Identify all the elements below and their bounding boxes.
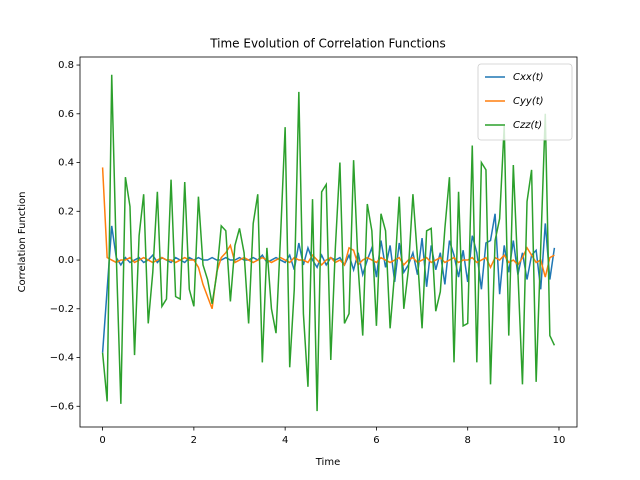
- y-tick-label: −0.6: [50, 401, 74, 412]
- y-axis-label: Correlation Function: [17, 192, 28, 293]
- series-line: [101, 74, 556, 412]
- y-tick-label: 0.8: [58, 60, 74, 71]
- plot-frame: [79, 56, 578, 428]
- y-tick-label: 0.4: [58, 158, 74, 169]
- x-tick-label: 4: [282, 435, 288, 446]
- y-tick-label: −0.4: [50, 353, 74, 364]
- chart-title: Time Evolution of Correlation Functions: [209, 37, 446, 51]
- legend-label: Cxx(t): [513, 72, 544, 83]
- legend-box: [477, 63, 573, 141]
- y-tick-label: 0.0: [58, 255, 74, 266]
- x-tick-label: 10: [553, 435, 566, 446]
- x-tick-label: 2: [191, 435, 197, 446]
- legend-label: Cyy(t): [513, 96, 544, 107]
- y-tick-label: 0.2: [58, 206, 74, 217]
- x-tick-label: 6: [373, 435, 379, 446]
- x-axis-label: Time: [315, 457, 340, 468]
- legend-label: Czz(t): [513, 120, 542, 131]
- x-tick-label: 8: [465, 435, 471, 446]
- y-tick-label: 0.6: [58, 109, 74, 120]
- y-tick-label: −0.2: [50, 304, 74, 315]
- x-tick-label: 0: [99, 435, 105, 446]
